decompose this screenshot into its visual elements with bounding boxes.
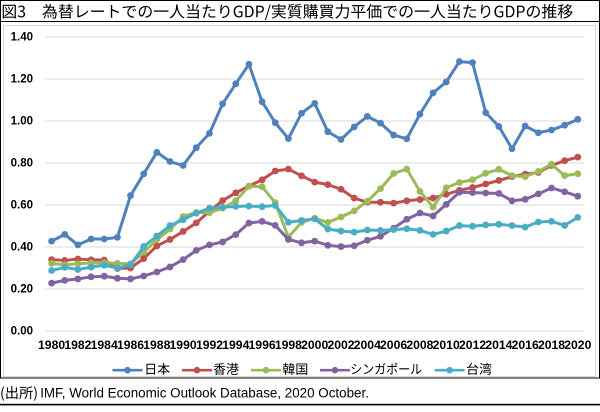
svg-text:2008: 2008: [406, 338, 433, 352]
svg-text:1.20: 1.20: [11, 74, 33, 86]
svg-text:2000: 2000: [301, 338, 328, 352]
svg-text:1998: 1998: [275, 338, 302, 352]
svg-text:1.40: 1.40: [11, 32, 33, 44]
svg-text:2016: 2016: [512, 338, 539, 352]
svg-text:IMF, World Economic Outlook Da: IMF, World Economic Outlook Database, 20…: [40, 386, 369, 401]
svg-text:2010: 2010: [433, 338, 460, 352]
svg-text:1986: 1986: [117, 338, 144, 352]
svg-text:0.80: 0.80: [11, 158, 33, 170]
svg-text:1980: 1980: [38, 338, 65, 352]
svg-text:2014: 2014: [485, 338, 512, 352]
svg-text:2006: 2006: [380, 338, 407, 352]
svg-text:1994: 1994: [222, 338, 249, 352]
svg-text:1.00: 1.00: [11, 116, 33, 128]
svg-text:2018: 2018: [538, 338, 565, 352]
svg-text:2012: 2012: [459, 338, 486, 352]
svg-text:1984: 1984: [91, 338, 118, 352]
svg-text:1990: 1990: [170, 338, 197, 352]
svg-text:0.60: 0.60: [11, 200, 33, 212]
svg-text:2004: 2004: [354, 338, 381, 352]
svg-text:1988: 1988: [143, 338, 170, 352]
svg-text:0.00: 0.00: [11, 326, 33, 338]
svg-text:1982: 1982: [64, 338, 91, 352]
svg-text:0.20: 0.20: [11, 284, 33, 296]
svg-text:2020: 2020: [564, 338, 591, 352]
svg-text:1992: 1992: [196, 338, 223, 352]
svg-text:2002: 2002: [327, 338, 354, 352]
svg-text:1996: 1996: [249, 338, 276, 352]
svg-text:0.40: 0.40: [11, 242, 33, 254]
